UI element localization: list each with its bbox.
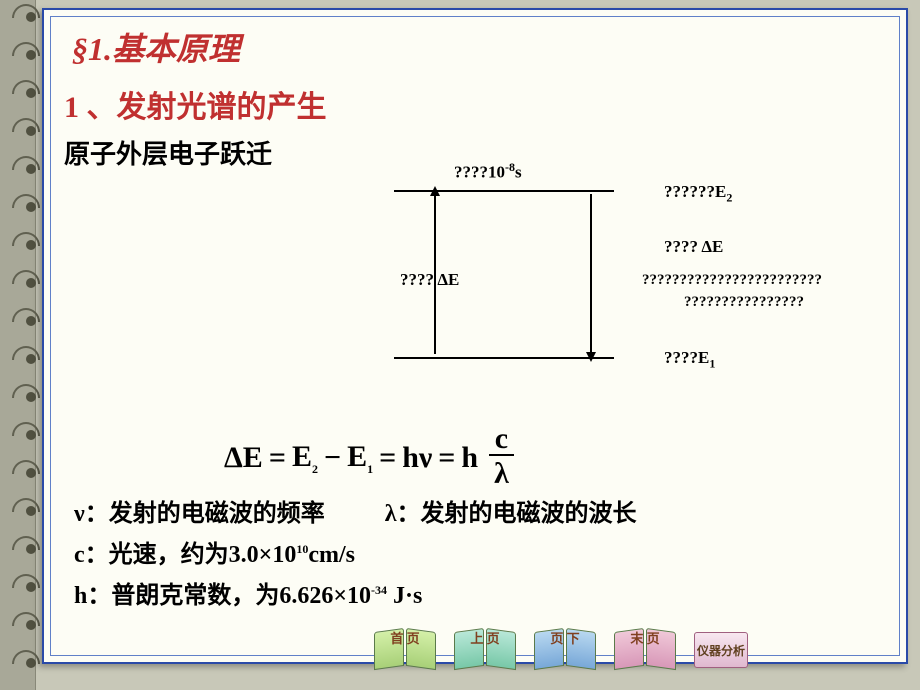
lifetime-label: ????10-8s: [454, 160, 522, 183]
formula-numerator: c: [489, 424, 514, 456]
formula-hv: hν: [402, 441, 432, 475]
e2-sub: 2: [726, 190, 732, 204]
formula-deltaE: ΔE: [224, 441, 263, 475]
prev-page-label: 上 页: [454, 632, 516, 646]
instrument-analysis-button[interactable]: 仪器分析: [694, 632, 748, 668]
first-page-label: 首 页: [374, 632, 436, 646]
def-h: h：普朗克常数，为6.626×10-34 J·s: [74, 576, 637, 617]
e2-text: ??????E: [664, 182, 726, 201]
e1-sub: 1: [709, 356, 715, 370]
deltaE-right-q: ????: [664, 237, 698, 256]
deltaE-left-sym: ΔE: [437, 270, 459, 289]
e1-text: ????E: [664, 348, 709, 367]
formula-E2: E2: [292, 440, 318, 477]
def-c: c：光速，约为3.0×1010cm/s: [74, 535, 637, 576]
energy-formula: ΔE = E2 − E1 = hν = h c λ: [224, 424, 515, 492]
deltaE-right-label: ???? ΔE: [664, 237, 723, 257]
slide-content: §1.基本原理 1 、发射光谱的产生 原子外层电子跃迁 ????10-8s ??…: [64, 24, 886, 648]
formula-E1: E1: [347, 440, 373, 477]
lifetime-text: ????10: [454, 163, 505, 182]
first-page-button[interactable]: 首 页: [374, 626, 436, 668]
deltaE-left-q: ????: [400, 270, 434, 289]
subsection-title: 1 、发射光谱的产生: [64, 82, 886, 126]
lifetime-exp: -8: [505, 160, 515, 174]
emission-desc-2: ????????????????: [684, 294, 804, 311]
formula-h: h: [461, 441, 478, 475]
spiral-binder: [0, 0, 36, 690]
e2-label: ??????E2: [664, 182, 732, 205]
energy-level-diagram: ????10-8s ??????E2 ???? ΔE ???? ΔE ?????…: [364, 152, 884, 382]
lower-energy-level: [394, 357, 614, 359]
formula-denominator: λ: [488, 456, 515, 492]
last-page-button[interactable]: 末 页: [614, 626, 676, 668]
lifetime-unit: s: [515, 163, 522, 182]
navigation-bar: 首 页 上 页 页 下 末 页 仪器分析: [374, 626, 748, 668]
def-nu: ν：发射的电磁波的频率: [74, 494, 325, 535]
formula-eq3: =: [438, 441, 455, 475]
def-lambda: λ：发射的电磁波的波长: [385, 494, 637, 535]
formula-minus: −: [324, 441, 341, 475]
deltaE-right-sym: ΔE: [701, 237, 723, 256]
formula-fraction: c λ: [488, 424, 515, 492]
e1-label: ????E1: [664, 348, 715, 371]
emission-arrow: [590, 194, 592, 354]
last-page-label: 末 页: [614, 632, 676, 646]
upper-energy-level: [394, 190, 614, 192]
next-page-label: 页 下: [534, 632, 596, 646]
formula-eq1: =: [269, 441, 286, 475]
next-page-button[interactable]: 页 下: [534, 626, 596, 668]
prev-page-button[interactable]: 上 页: [454, 626, 516, 668]
variable-definitions: ν：发射的电磁波的频率 λ：发射的电磁波的波长 c：光速，约为3.0×1010c…: [74, 494, 637, 616]
section-title: §1.基本原理: [72, 24, 886, 70]
formula-eq2: =: [379, 441, 396, 475]
slide-page: §1.基本原理 1 、发射光谱的产生 原子外层电子跃迁 ????10-8s ??…: [42, 8, 908, 664]
deltaE-left-label: ???? ΔE: [400, 270, 459, 290]
emission-desc-1: ????????????????????????: [642, 272, 822, 289]
